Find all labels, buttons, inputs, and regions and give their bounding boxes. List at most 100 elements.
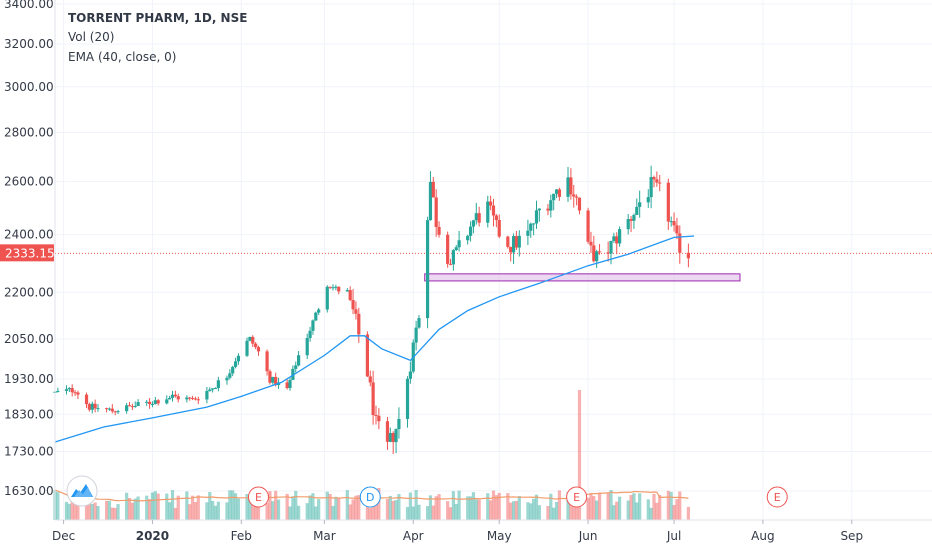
candle-body bbox=[208, 389, 212, 391]
candle-body bbox=[70, 388, 74, 393]
event-marker-d[interactable]: D bbox=[359, 486, 381, 508]
candle-body bbox=[592, 245, 596, 262]
candle-body bbox=[165, 399, 169, 404]
candle-body bbox=[497, 220, 501, 237]
last-price-badge: 2333.15 bbox=[0, 244, 55, 262]
support-zone-rect[interactable] bbox=[424, 273, 741, 282]
y-tick-label: 2400.00 bbox=[4, 228, 54, 242]
volume-bar bbox=[666, 490, 670, 520]
volume-bar bbox=[268, 491, 272, 520]
candle-body bbox=[331, 287, 335, 289]
candle-body bbox=[609, 240, 613, 254]
volume-bar bbox=[635, 502, 639, 520]
svg-text:E: E bbox=[573, 491, 580, 504]
candle-body bbox=[388, 433, 392, 442]
volume-bar bbox=[658, 494, 662, 520]
volume-bar bbox=[626, 500, 630, 520]
volume-bar bbox=[566, 492, 570, 520]
candle-body bbox=[618, 229, 622, 244]
legend-ema[interactable]: EMA (40, close, 0) bbox=[68, 50, 176, 64]
event-marker-e[interactable]: E bbox=[566, 486, 588, 508]
volume-bar bbox=[265, 503, 269, 520]
volume-bar bbox=[414, 490, 418, 520]
volume-bar bbox=[477, 499, 481, 520]
volume-bar bbox=[104, 500, 109, 520]
candle-body bbox=[414, 327, 418, 343]
volume-bar bbox=[110, 507, 114, 520]
candle-body bbox=[632, 214, 636, 221]
y-tick-label: 2050.00 bbox=[4, 332, 54, 346]
volume-bar bbox=[454, 503, 458, 520]
volume-bar bbox=[294, 490, 298, 520]
candle-body bbox=[67, 388, 71, 390]
volume-bar bbox=[374, 493, 378, 520]
x-tick-label: Feb bbox=[231, 529, 252, 543]
ema-40-line bbox=[54, 235, 695, 443]
price-axis[interactable]: 1630.00 1730.00 1830.00 1930.00 2050.00 2200.… bbox=[4, 0, 56, 520]
event-marker-e[interactable]: E bbox=[247, 486, 269, 508]
volume-bar bbox=[586, 497, 590, 520]
candle-body bbox=[397, 418, 401, 430]
volume-bar bbox=[176, 495, 180, 520]
volume-bar bbox=[213, 505, 218, 520]
volume-bar bbox=[228, 490, 232, 520]
candle-body bbox=[557, 189, 562, 197]
volume-bar bbox=[457, 490, 461, 520]
candle-body bbox=[170, 394, 175, 398]
symbol-title[interactable]: TORRENT PHARM, 1D, NSE bbox=[68, 11, 247, 25]
candle-body bbox=[125, 405, 129, 412]
candle-body bbox=[314, 312, 318, 321]
volume-bar bbox=[107, 500, 112, 520]
volume-bar bbox=[597, 492, 602, 520]
svg-text:E: E bbox=[255, 491, 262, 504]
candle-body bbox=[428, 181, 433, 221]
candle-body bbox=[354, 309, 358, 314]
volume-bar bbox=[506, 493, 510, 520]
candle-body bbox=[251, 336, 255, 344]
candle-body bbox=[233, 361, 238, 367]
volume-bar bbox=[130, 502, 134, 520]
volume-bar bbox=[371, 497, 375, 520]
y-tick-label: 2200.00 bbox=[4, 285, 54, 299]
event-marker-e[interactable]: E bbox=[766, 486, 788, 508]
candle-body bbox=[552, 193, 556, 201]
candle-body bbox=[147, 401, 152, 405]
volume-bar bbox=[446, 501, 450, 520]
volume-bar bbox=[557, 490, 562, 520]
candle-body bbox=[176, 396, 180, 400]
volume-bar bbox=[276, 499, 281, 520]
volume-bar bbox=[156, 493, 160, 520]
candle-body bbox=[448, 263, 453, 265]
volume-bar bbox=[93, 502, 97, 520]
volume-bar bbox=[116, 504, 120, 520]
candle-body bbox=[635, 206, 639, 215]
volume-bar bbox=[288, 506, 292, 520]
candle-body bbox=[572, 194, 576, 197]
volume-bar bbox=[368, 507, 372, 520]
candle-body bbox=[686, 252, 690, 259]
legend-volume[interactable]: Vol (20) bbox=[68, 30, 114, 44]
candle-body bbox=[549, 200, 553, 211]
volume-bar bbox=[394, 500, 398, 520]
candle-body bbox=[425, 220, 430, 319]
candle-body bbox=[532, 223, 536, 225]
volume-bar bbox=[354, 495, 358, 520]
candle-body bbox=[337, 286, 341, 292]
volume-bar bbox=[168, 502, 172, 520]
volume-bar bbox=[90, 503, 94, 520]
candle-body bbox=[595, 251, 599, 262]
tradingview-cloud-icon[interactable] bbox=[66, 475, 98, 507]
candle-body bbox=[374, 415, 378, 417]
y-tick-label: 3400.00 bbox=[4, 0, 54, 11]
time-axis[interactable]: Dec 2020 Feb Mar Apr May Jun Jul Aug Sep bbox=[52, 519, 932, 543]
volume-bar bbox=[546, 506, 550, 520]
candle-body bbox=[156, 400, 160, 404]
volume-bar bbox=[147, 499, 152, 520]
volume-bar bbox=[317, 499, 321, 520]
volume-bar bbox=[84, 504, 89, 520]
volume-bar bbox=[136, 496, 140, 520]
candle-body bbox=[294, 365, 298, 369]
candle-body bbox=[107, 408, 112, 410]
